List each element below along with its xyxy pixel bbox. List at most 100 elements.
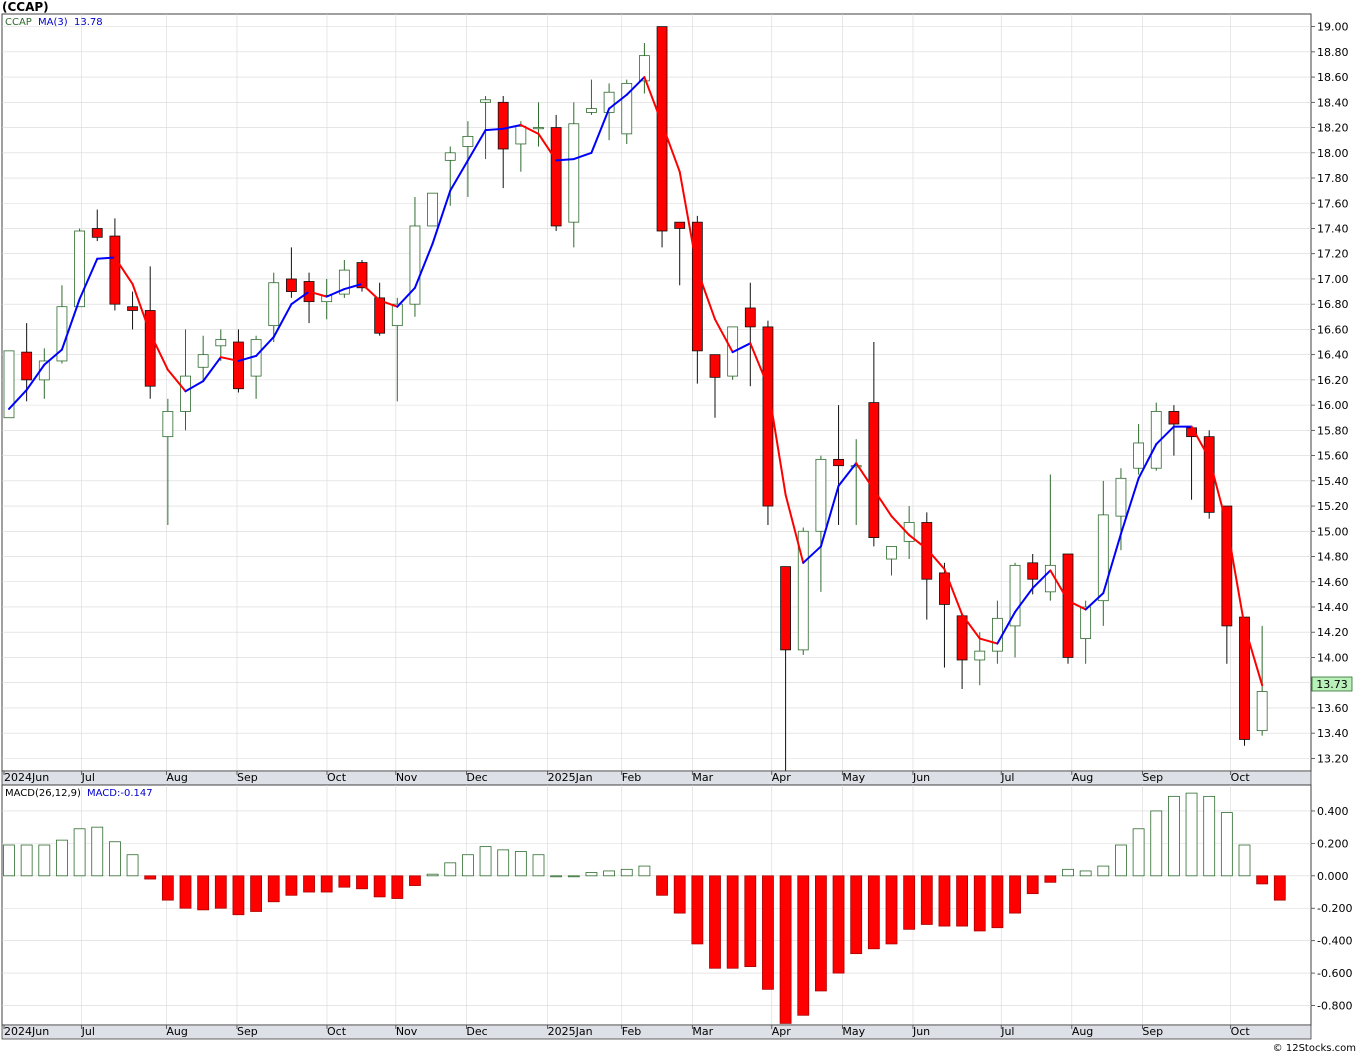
- macd-bar-positive: [1132, 828, 1145, 877]
- macd-x-tick-label: Aug: [166, 1025, 187, 1038]
- price-x-tick-label: Sep: [1142, 771, 1163, 784]
- candle-body: [886, 546, 897, 560]
- ma3-segment: [1102, 532, 1122, 595]
- ma3-segment: [943, 568, 964, 616]
- price-x-tick-label: Jun: [912, 771, 930, 784]
- ma3-segment: [1067, 599, 1087, 611]
- ma3-segment: [537, 132, 558, 162]
- legend-ma-value: 13.78: [74, 17, 103, 28]
- price-x-tick-label: Feb: [622, 771, 641, 784]
- macd-bar-negative: [991, 875, 1004, 929]
- macd-bar-positive: [426, 873, 439, 877]
- candle-body: [427, 192, 439, 227]
- candle-body: [744, 307, 756, 328]
- price-x-tick-label: Dec: [466, 771, 487, 784]
- macd-bar-positive: [444, 862, 457, 877]
- macd-bar-negative: [726, 875, 739, 969]
- macd-bar-negative: [338, 875, 351, 888]
- candle-body: [709, 354, 721, 378]
- candle-up: [586, 79, 597, 115]
- ma3-line: [8, 76, 1264, 687]
- candle-body: [603, 91, 615, 113]
- macd-x-tick-label: 2025Jan: [548, 1025, 593, 1038]
- candle-body: [568, 123, 580, 223]
- macd-bar-negative: [250, 875, 263, 912]
- ma3-segment: [1137, 443, 1158, 480]
- candle-down: [674, 221, 686, 286]
- ma3-segment: [8, 388, 28, 410]
- candle-body: [91, 228, 103, 238]
- macd-y-tick-label: 0.000: [1317, 870, 1349, 883]
- ma3-segment: [60, 298, 81, 351]
- ma3-segment: [502, 124, 522, 130]
- price-x-tick-label: Oct: [327, 771, 347, 784]
- ma3-segment: [996, 611, 1017, 645]
- ma3-segment: [572, 151, 593, 161]
- candle-body: [285, 278, 297, 292]
- ma3-segment: [1208, 457, 1228, 526]
- ma3-segment: [749, 342, 769, 388]
- ma3-segment: [696, 269, 716, 321]
- candle-down: [744, 282, 756, 387]
- ma3-segment: [625, 76, 646, 96]
- ma3-segment: [678, 170, 699, 272]
- macd-bar-positive: [1185, 792, 1198, 877]
- candle-body: [939, 572, 950, 605]
- candle-body: [215, 339, 227, 347]
- ma3-segment: [1049, 569, 1069, 602]
- candle-body: [127, 306, 138, 311]
- ma3-segment: [643, 76, 664, 125]
- candle-body: [921, 522, 933, 580]
- macd-bar-negative: [356, 875, 368, 890]
- candle-up: [974, 632, 986, 686]
- candle-up: [74, 228, 85, 308]
- macd-bar-negative: [373, 875, 386, 898]
- ma3-segment: [25, 363, 46, 391]
- macd-bar-positive: [585, 872, 598, 877]
- ma3-segment: [78, 257, 99, 301]
- candle-body: [850, 465, 862, 468]
- macd-bar-negative: [867, 875, 880, 950]
- macd-bar-negative: [1273, 875, 1286, 901]
- macd-bar-positive: [497, 849, 510, 877]
- macd-bar-negative: [797, 875, 810, 1016]
- candle-body: [1115, 477, 1127, 517]
- candle-down: [356, 260, 368, 292]
- copyright: © 12Stocks.com: [1273, 1043, 1356, 1054]
- ma3-segment: [766, 385, 787, 496]
- ma3-segment: [219, 356, 240, 362]
- ma3-segment: [590, 107, 611, 154]
- macd-bar-negative: [762, 875, 774, 990]
- candle-up: [815, 455, 827, 592]
- macd-x-tick-label: Jun: [912, 1025, 930, 1038]
- macd-label: MACD(26,12,9): [5, 788, 81, 799]
- macd-y-tick-label: -0.800: [1317, 1000, 1352, 1013]
- macd-bar-negative: [656, 875, 668, 896]
- candle-down: [127, 291, 138, 330]
- macd-bar-negative: [815, 875, 827, 992]
- candle-down: [1062, 553, 1074, 664]
- macd-bar-positive: [1062, 868, 1074, 877]
- ma3-segment: [113, 256, 134, 285]
- ma3-segment: [855, 462, 875, 491]
- macd-bar-negative: [267, 875, 280, 903]
- candle-up: [727, 326, 739, 380]
- candle-body: [691, 221, 703, 352]
- ma3-segment: [361, 282, 381, 302]
- ma3-segment: [608, 93, 628, 110]
- price-y-tick-label: 17.60: [1317, 197, 1349, 210]
- price-y-tick-label: 13.20: [1317, 752, 1349, 765]
- macd-bar-negative: [850, 875, 863, 955]
- candle-up: [1097, 480, 1109, 626]
- candle-body: [374, 297, 386, 334]
- candle-up: [162, 398, 174, 525]
- macd-x-tick-label: Sep: [1142, 1025, 1163, 1038]
- price-y-tick-label: 15.20: [1317, 500, 1349, 513]
- candle-down: [868, 342, 880, 547]
- price-y-tick-label: 18.60: [1317, 71, 1349, 84]
- macd-x-tick-label: Jul: [81, 1025, 95, 1038]
- price-y-tick-label: 17.80: [1317, 172, 1349, 185]
- price-y-axis: 13.2013.4013.6013.8014.0014.2014.4014.60…: [1311, 21, 1349, 765]
- macd-bar-positive: [1238, 844, 1251, 877]
- macd-bar-positive: [620, 868, 633, 877]
